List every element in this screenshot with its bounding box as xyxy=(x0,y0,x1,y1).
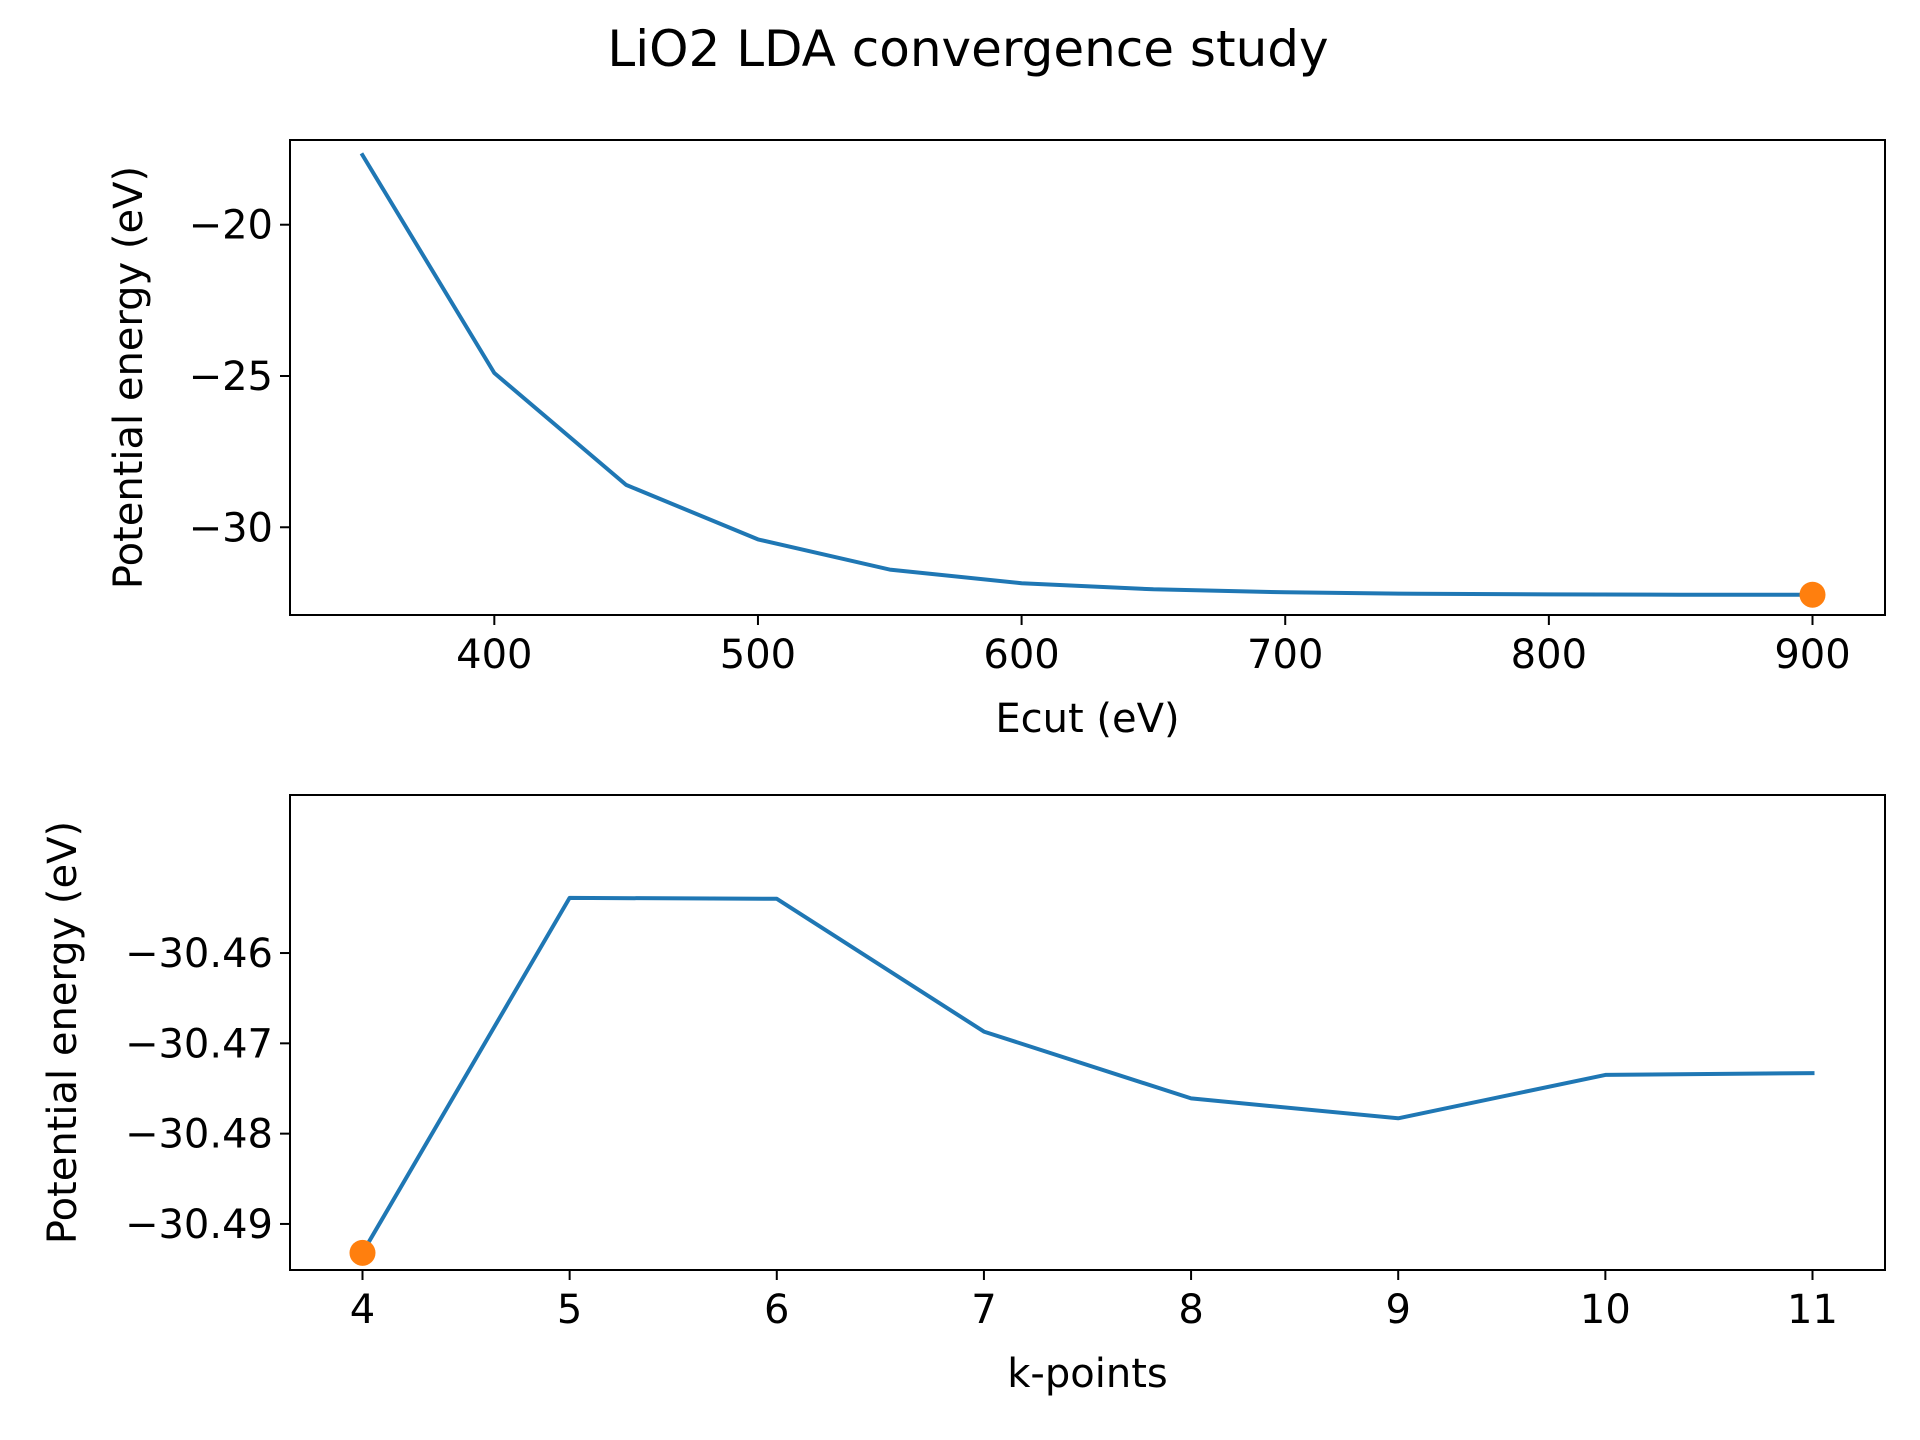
kpoints-x-tick-label: 4 xyxy=(350,1287,375,1333)
ecut-axes-frame xyxy=(289,139,1886,616)
figure-title: LiO2 LDA convergence study xyxy=(607,20,1328,78)
kpoints-series-line xyxy=(359,895,1815,1256)
kpoints-x-tick-label: 5 xyxy=(557,1287,582,1333)
ecut-series-line xyxy=(359,152,1815,597)
ecut-y-tick-label: −30 xyxy=(189,505,273,551)
kpoints-x-tick-label: 6 xyxy=(764,1287,789,1333)
kpoints-highlight-marker xyxy=(349,1239,376,1266)
kpoints-y-axis-label: Potential energy (eV) xyxy=(40,821,86,1244)
kpoints-x-tick-label: 9 xyxy=(1385,1287,1410,1333)
ecut-y-axis-label: Potential energy (eV) xyxy=(106,166,152,589)
ecut-convergence-panel: 400 500 600 700 800 900 −20 −25 −30 Ecut (eV) Pote… xyxy=(106,139,1886,742)
kpoints-x-tick-label: 11 xyxy=(1787,1287,1838,1333)
ecut-x-tick-label: 700 xyxy=(1247,632,1323,678)
kpoints-y-tick-label: −30.46 xyxy=(125,931,273,977)
kpoints-x-axis-label: k-points xyxy=(1007,1351,1167,1397)
ecut-highlight-marker xyxy=(1799,581,1826,608)
ecut-y-tick-label: −25 xyxy=(189,354,273,400)
kpoints-axes-frame xyxy=(289,794,1886,1271)
kpoints-x-tick-label: 10 xyxy=(1580,1287,1631,1333)
ecut-x-tick-label: 800 xyxy=(1511,632,1587,678)
kpoints-y-tick-label: −30.47 xyxy=(125,1021,273,1067)
ecut-x-axis-label: Ecut (eV) xyxy=(995,696,1179,742)
ecut-y-tick-label: −20 xyxy=(189,203,273,249)
kpoints-x-tick-label: 7 xyxy=(971,1287,996,1333)
ecut-x-tick-label: 500 xyxy=(720,632,796,678)
kpoints-x-tick-label: 8 xyxy=(1178,1287,1203,1333)
kpoints-y-tick-label: −30.48 xyxy=(125,1112,273,1158)
ecut-x-tick-label: 600 xyxy=(983,632,1059,678)
kpoints-y-tick-label: −30.49 xyxy=(125,1202,273,1248)
kpoints-convergence-panel: 4 5 6 7 8 9 10 11 −30.46 −30.47 −30.48 −30.49 k-poin… xyxy=(40,794,1886,1397)
ecut-x-tick-label: 900 xyxy=(1774,632,1850,678)
ecut-x-tick-label: 400 xyxy=(456,632,532,678)
